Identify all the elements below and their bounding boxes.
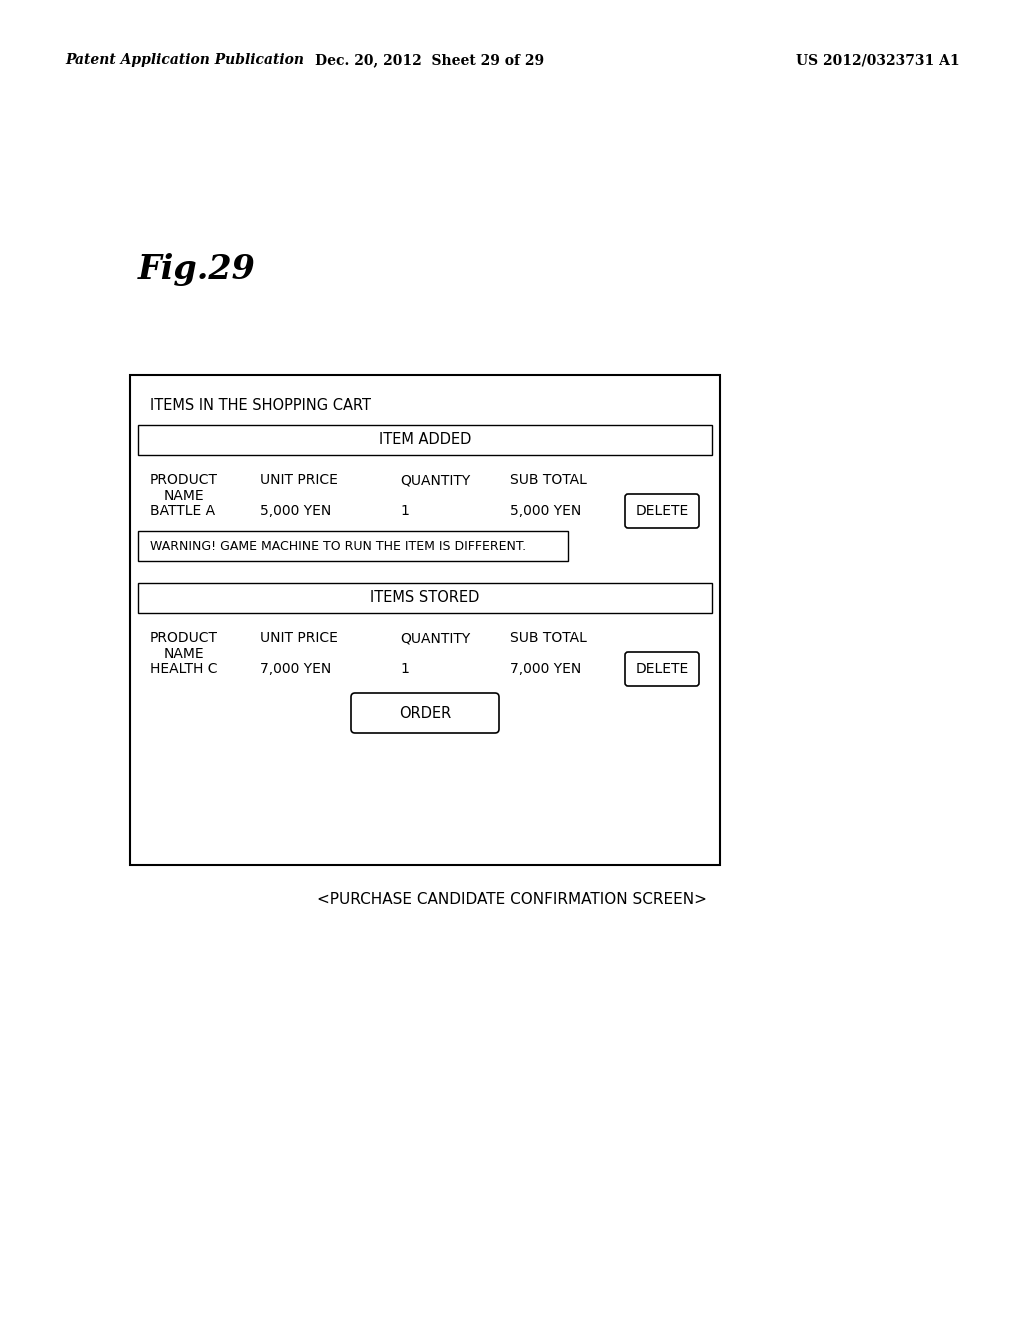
Bar	[130, 375, 720, 865]
Text: PRODUCT
NAME: PRODUCT NAME	[150, 631, 218, 661]
Text: 5,000 YEN: 5,000 YEN	[510, 504, 582, 517]
Bar	[138, 425, 712, 455]
Text: 1: 1	[400, 663, 409, 676]
FancyBboxPatch shape	[625, 494, 699, 528]
Text: 1: 1	[400, 504, 409, 517]
Text: US 2012/0323731 A1: US 2012/0323731 A1	[797, 53, 961, 67]
Bar	[138, 583, 712, 612]
Text: PRODUCT
NAME: PRODUCT NAME	[150, 473, 218, 503]
Text: HEALTH C: HEALTH C	[150, 663, 217, 676]
Text: SUB TOTAL: SUB TOTAL	[510, 473, 587, 487]
Text: 5,000 YEN: 5,000 YEN	[260, 504, 331, 517]
Text: Dec. 20, 2012  Sheet 29 of 29: Dec. 20, 2012 Sheet 29 of 29	[315, 53, 545, 67]
Text: ITEMS IN THE SHOPPING CART: ITEMS IN THE SHOPPING CART	[150, 397, 371, 412]
Text: ORDER: ORDER	[399, 705, 452, 721]
Text: SUB TOTAL: SUB TOTAL	[510, 631, 587, 645]
Text: QUANTITY: QUANTITY	[400, 473, 470, 487]
Text: DELETE: DELETE	[635, 663, 688, 676]
Text: DELETE: DELETE	[635, 504, 688, 517]
Text: UNIT PRICE: UNIT PRICE	[260, 473, 338, 487]
Text: QUANTITY: QUANTITY	[400, 631, 470, 645]
Text: <PURCHASE CANDIDATE CONFIRMATION SCREEN>: <PURCHASE CANDIDATE CONFIRMATION SCREEN>	[317, 892, 707, 908]
Text: UNIT PRICE: UNIT PRICE	[260, 631, 338, 645]
Text: ITEMS STORED: ITEMS STORED	[371, 590, 479, 606]
Text: ITEM ADDED: ITEM ADDED	[379, 433, 471, 447]
Text: Fig.29: Fig.29	[138, 253, 256, 286]
FancyBboxPatch shape	[625, 652, 699, 686]
Text: BATTLE A: BATTLE A	[150, 504, 215, 517]
FancyBboxPatch shape	[351, 693, 499, 733]
Text: 7,000 YEN: 7,000 YEN	[510, 663, 582, 676]
Bar	[138, 531, 568, 561]
Text: 7,000 YEN: 7,000 YEN	[260, 663, 331, 676]
Text: Patent Application Publication: Patent Application Publication	[65, 53, 304, 67]
Text: WARNING! GAME MACHINE TO RUN THE ITEM IS DIFFERENT.: WARNING! GAME MACHINE TO RUN THE ITEM IS…	[150, 540, 526, 553]
